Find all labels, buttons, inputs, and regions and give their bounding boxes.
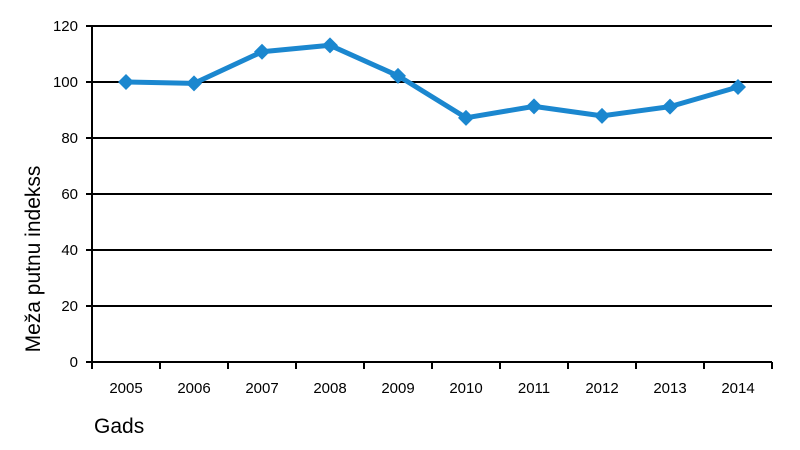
data-point-2012 <box>594 107 610 124</box>
series-layer <box>118 37 746 126</box>
y-tick-labels: 0 20 40 60 80 100 120 <box>53 18 78 371</box>
x-tick-label-2010: 2010 <box>449 380 482 397</box>
x-tick-label-2009: 2009 <box>381 380 414 397</box>
data-point-2009 <box>390 67 406 84</box>
y-tick-label: 0 <box>70 354 78 371</box>
y-tick-label: 100 <box>53 74 78 91</box>
x-tick-label-2008: 2008 <box>313 380 346 397</box>
data-point-2010 <box>458 109 474 126</box>
series-line-0 <box>123 42 741 121</box>
data-point-2014 <box>730 79 746 96</box>
y-tick-label: 40 <box>61 242 78 259</box>
y-tick-label: 120 <box>53 18 78 35</box>
y-tick-label: 20 <box>61 298 78 315</box>
data-point-2008 <box>322 37 338 54</box>
x-tick-label-2014: 2014 <box>721 380 754 397</box>
x-tick-label-2007: 2007 <box>245 380 278 397</box>
data-point-2007 <box>254 43 270 60</box>
x-tick-label-2013: 2013 <box>653 380 686 397</box>
data-point-2005 <box>118 74 134 90</box>
y-axis-title: Meža putnu indekss <box>22 166 45 353</box>
data-point-2006 <box>186 75 202 92</box>
x-tick-label-2011: 2011 <box>518 380 550 397</box>
x-tick-label-2012: 2012 <box>585 380 618 397</box>
x-axis-title: Gads <box>94 415 144 438</box>
axes <box>86 25 773 369</box>
data-point-2011 <box>526 98 542 115</box>
data-point-2013 <box>662 98 678 115</box>
grid-lines <box>92 25 772 307</box>
x-tick-labels: 2005 2006 2007 2008 2009 2010 2011 2012 2013 2014 <box>109 380 754 397</box>
x-tick-label-2005: 2005 <box>109 380 142 397</box>
y-tick-label: 80 <box>61 130 78 147</box>
x-tick-label-2006: 2006 <box>177 380 210 397</box>
y-tick-label: 60 <box>61 186 78 203</box>
